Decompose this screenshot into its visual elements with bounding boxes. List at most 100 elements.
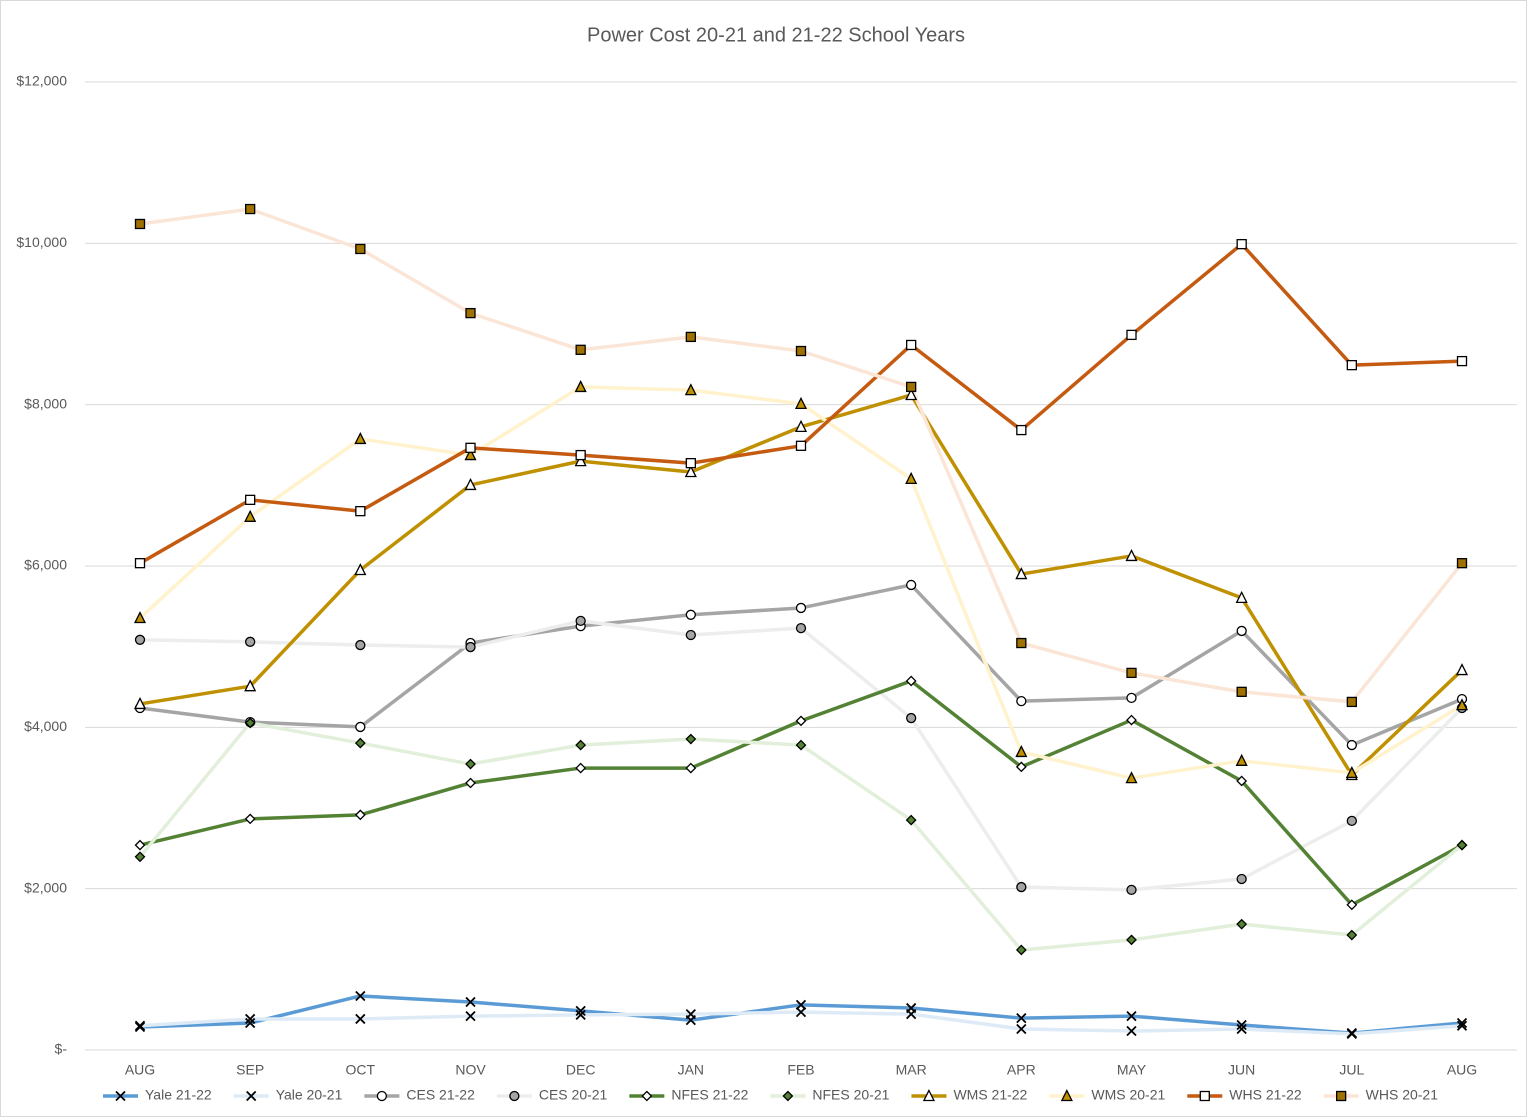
data-point (1346, 359, 1357, 371)
data-point (355, 505, 366, 517)
data-point (684, 465, 697, 478)
x-tick-label: JUN (1228, 1062, 1255, 1078)
data-point (575, 1009, 586, 1021)
data-point (1015, 944, 1027, 956)
data-point (685, 609, 696, 620)
data-point (905, 814, 917, 826)
data-point (905, 471, 918, 485)
data-point (1346, 1028, 1357, 1040)
data-point (1346, 929, 1358, 941)
y-tick-label: $12,000 (16, 73, 67, 89)
data-point (1455, 663, 1469, 676)
data-point (465, 758, 476, 770)
legend-label: CES 21-22 (406, 1087, 475, 1103)
data-point (465, 307, 476, 319)
data-point (134, 634, 146, 645)
data-point (575, 739, 587, 751)
data-point (1236, 918, 1248, 930)
y-tick-label: $2,000 (24, 879, 67, 895)
data-point (1126, 1025, 1137, 1037)
y-tick-label: $10,000 (16, 234, 67, 250)
legend-item: Yale 21-22 (103, 1087, 212, 1103)
data-point (1456, 839, 1468, 851)
y-tick-label: $4,000 (24, 718, 67, 734)
data-point (245, 203, 256, 215)
legend-item: NFES 21-22 (629, 1087, 749, 1103)
legend-item: Yale 20-21 (233, 1087, 343, 1103)
data-point (1126, 934, 1137, 946)
x-tick-label: MAR (896, 1062, 927, 1078)
x-tick-label: JAN (678, 1062, 704, 1078)
legend-item: WHS 20-21 (1323, 1087, 1439, 1103)
data-point (1346, 815, 1357, 827)
data-point (1016, 424, 1027, 436)
data-point (464, 477, 477, 491)
y-tick-label: $8,000 (24, 395, 67, 411)
data-point (1126, 692, 1137, 704)
data-point (1345, 765, 1358, 779)
data-point (1126, 329, 1137, 341)
data-point (1346, 739, 1357, 751)
data-point (1456, 355, 1468, 367)
legend-marker (782, 1090, 794, 1102)
data-point (1125, 771, 1138, 784)
data-point (1456, 558, 1468, 569)
data-point (794, 396, 808, 410)
legend-item: CES 21-22 (364, 1087, 475, 1103)
x-tick-label: NOV (455, 1062, 486, 1078)
x-tick-label: DEC (566, 1062, 596, 1078)
legend-label: Yale 20-21 (276, 1087, 343, 1103)
data-point (244, 813, 256, 825)
data-point (905, 675, 917, 687)
data-point (465, 1010, 476, 1022)
x-tick-label: OCT (346, 1062, 376, 1078)
legend-label: WHS 20-21 (1366, 1087, 1439, 1103)
data-point (244, 679, 257, 692)
data-point (465, 641, 476, 653)
legend-marker (115, 1090, 126, 1102)
data-point (574, 454, 587, 467)
data-point (575, 344, 586, 355)
data-point (1016, 1023, 1027, 1035)
data-point (1346, 696, 1357, 708)
data-point (795, 1006, 807, 1018)
legend-label: WMS 21-22 (953, 1087, 1027, 1103)
legend-item: WHS 21-22 (1187, 1087, 1302, 1103)
x-tick-label: APR (1007, 1062, 1036, 1078)
legend-marker (922, 1089, 935, 1102)
data-point (1125, 548, 1138, 562)
data-point (1016, 695, 1027, 707)
x-tick-label: JUL (1339, 1062, 1364, 1078)
data-point (794, 419, 808, 432)
legend-marker (1199, 1090, 1210, 1102)
legend-marker (246, 1090, 257, 1102)
data-point (1015, 567, 1028, 580)
data-point (354, 737, 366, 749)
data-point (1016, 1013, 1027, 1024)
data-point (244, 509, 257, 522)
data-point (1236, 775, 1248, 787)
data-point (795, 440, 807, 451)
data-point (134, 1020, 146, 1031)
data-point (465, 996, 476, 1008)
data-point (574, 379, 587, 393)
data-point (685, 331, 696, 343)
data-point (1236, 625, 1247, 637)
data-point (1126, 714, 1137, 726)
data-point (355, 721, 366, 733)
legend-label: WHS 21-22 (1229, 1087, 1302, 1103)
data-point (134, 218, 146, 230)
data-point (685, 457, 696, 469)
data-point (1236, 873, 1247, 885)
data-point (795, 622, 807, 634)
data-point (245, 494, 256, 506)
legend-marker (641, 1090, 653, 1102)
data-point (1126, 1010, 1137, 1022)
data-point (355, 639, 366, 651)
legend-item: NFES 20-21 (770, 1087, 890, 1103)
data-point (1455, 698, 1469, 711)
data-point (244, 717, 256, 729)
data-point (795, 715, 807, 727)
data-point (133, 696, 147, 710)
